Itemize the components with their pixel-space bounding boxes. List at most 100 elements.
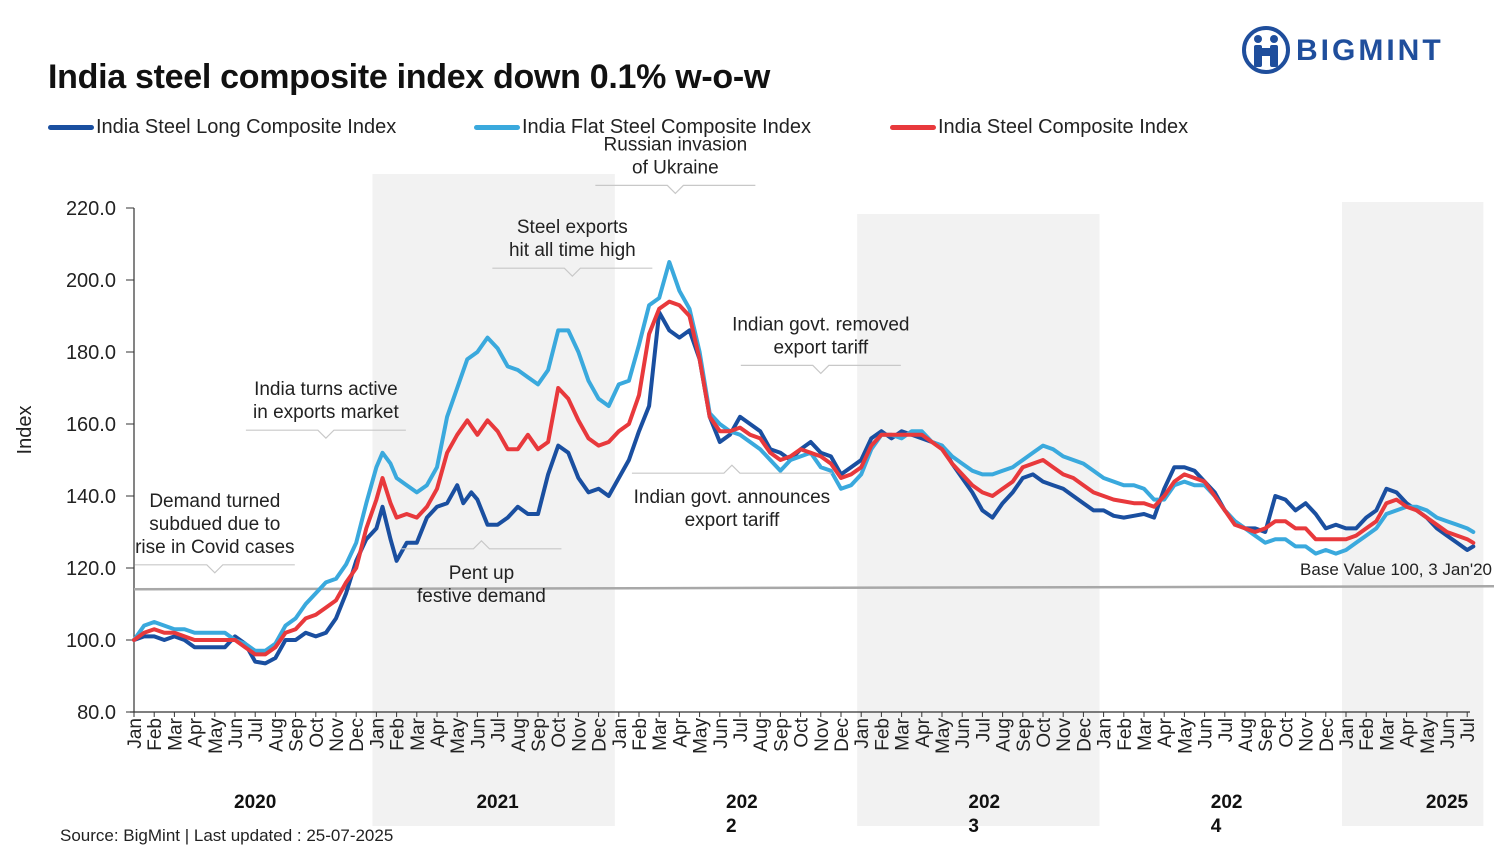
x-tick-label: May — [691, 718, 712, 754]
y-axis-title: Index — [14, 406, 36, 455]
shaded-year-band — [372, 174, 615, 826]
x-tick-label: Sep — [1256, 718, 1277, 752]
x-tick-label: May — [1175, 718, 1196, 754]
legend-label-composite: India Steel Composite Index — [938, 116, 1189, 138]
x-tick-label: Aug — [1236, 718, 1257, 752]
x-tick-label: Jan — [852, 718, 873, 749]
x-tick-label: Apr — [913, 717, 934, 747]
y-tick-label: 180.0 — [66, 342, 116, 364]
x-tick-label: Apr — [1155, 717, 1176, 747]
x-tick-label: Sep — [529, 718, 550, 752]
year-label: 4 — [1211, 816, 1222, 837]
x-tick-label: Mar — [408, 717, 429, 750]
x-tick-label: Jun — [1196, 718, 1217, 749]
x-tick-label: Aug — [266, 718, 287, 752]
x-tick-label: Jul — [1458, 718, 1479, 742]
annotation-text: festive demand — [417, 586, 546, 607]
x-tick-label: Mar — [165, 717, 186, 750]
x-tick-label: Dec — [347, 718, 368, 752]
annotation-pointer — [740, 364, 901, 375]
x-tick-label: Sep — [771, 718, 792, 752]
shaded-year-band — [1342, 202, 1484, 826]
bigmint-logo-icon — [1242, 26, 1290, 74]
x-tick-label: Feb — [1357, 718, 1378, 751]
year-label: 2021 — [476, 792, 519, 813]
y-tick-label: 120.0 — [66, 558, 116, 580]
x-tick-label: Nov — [812, 718, 833, 752]
x-tick-label: Aug — [509, 718, 530, 752]
x-tick-label: Jan — [125, 718, 146, 749]
x-tick-label: Jan — [367, 718, 388, 749]
year-label: 2 — [726, 816, 737, 837]
annotation-text: hit all time high — [509, 240, 636, 261]
legend-item-composite: India Steel Composite Index — [890, 116, 1188, 139]
x-tick-label: Mar — [893, 717, 914, 750]
x-tick-label: Feb — [388, 718, 409, 751]
annotation-text: Indian govt. removed — [732, 314, 909, 335]
x-tick-label: Dec — [1317, 718, 1338, 752]
annotation-text: Steel exports — [517, 217, 628, 238]
annotation-pointer — [401, 539, 562, 550]
annotation-text: rise in Covid cases — [135, 537, 294, 558]
baseline-line — [133, 585, 1495, 591]
x-tick-label: May — [448, 718, 469, 754]
y-tick-label: 160.0 — [66, 414, 116, 436]
shaded-year-band — [857, 214, 1100, 826]
year-label: 2020 — [234, 792, 276, 813]
x-tick-label: May — [206, 718, 227, 754]
annotation-pointer — [631, 464, 832, 474]
x-tick-label: Oct — [1276, 717, 1297, 747]
brand-logo: BIGMINT — [1240, 24, 1480, 80]
x-tick-label: Jan — [1095, 718, 1116, 749]
x-tick-label: Feb — [1115, 718, 1136, 751]
brand-name: BIGMINT — [1296, 34, 1444, 67]
x-tick-label: Mar — [650, 717, 671, 750]
x-tick-label: Jul — [1216, 718, 1237, 742]
annotation-text: of Ukraine — [632, 157, 719, 178]
year-label: 2025 — [1426, 792, 1469, 813]
x-tick-label: Oct — [549, 717, 570, 747]
x-tick-label: Nov — [1054, 718, 1075, 752]
x-tick-label: Oct — [1034, 717, 1055, 747]
annotation-pointer — [492, 267, 653, 278]
y-tick-label: 220.0 — [66, 198, 116, 220]
x-tick-label: Oct — [792, 717, 813, 747]
annotation-text: export tariff — [685, 510, 780, 531]
legend-swatch-flat — [474, 125, 520, 130]
annotation-pointer — [595, 184, 756, 195]
x-tick-label: Nov — [1297, 718, 1318, 752]
legend-item-flat: India Flat Steel Composite Index — [474, 116, 811, 139]
y-tick-label: 140.0 — [66, 486, 116, 508]
annotation-text: Demand turned — [149, 491, 280, 512]
x-tick-label: Dec — [1074, 718, 1095, 752]
x-tick-label: Mar — [1135, 717, 1156, 750]
x-tick-label: Jun — [711, 718, 732, 749]
legend-swatch-composite — [890, 125, 936, 130]
y-tick-label: 80.0 — [77, 702, 116, 724]
legend-label-flat: India Flat Steel Composite Index — [522, 116, 812, 138]
chart-title: India steel composite index down 0.1% w-… — [48, 58, 771, 96]
annotation-text: in exports market — [253, 402, 399, 423]
annotation-text: Pent up — [449, 563, 515, 584]
annotation-pointer — [245, 429, 406, 440]
series-line-composite — [132, 299, 1476, 657]
legend-swatch-long — [48, 125, 94, 130]
legend-label-long: India Steel Long Composite Index — [96, 116, 397, 138]
x-tick-label: Mar — [1377, 717, 1398, 750]
x-tick-label: Apr — [670, 717, 691, 747]
baseline-label: Base Value 100, 3 Jan'20 — [1300, 560, 1492, 579]
x-tick-label: Jun — [953, 718, 974, 749]
x-tick-label: Feb — [630, 718, 651, 751]
x-tick-label: Jul — [731, 718, 752, 742]
x-tick-label: Aug — [994, 718, 1015, 752]
x-tick-label: Jun — [468, 718, 489, 749]
x-tick-label: Nov — [569, 718, 590, 752]
x-tick-label: May — [933, 718, 954, 754]
x-tick-label: Apr — [428, 717, 449, 747]
x-tick-label: Apr — [1398, 717, 1419, 747]
